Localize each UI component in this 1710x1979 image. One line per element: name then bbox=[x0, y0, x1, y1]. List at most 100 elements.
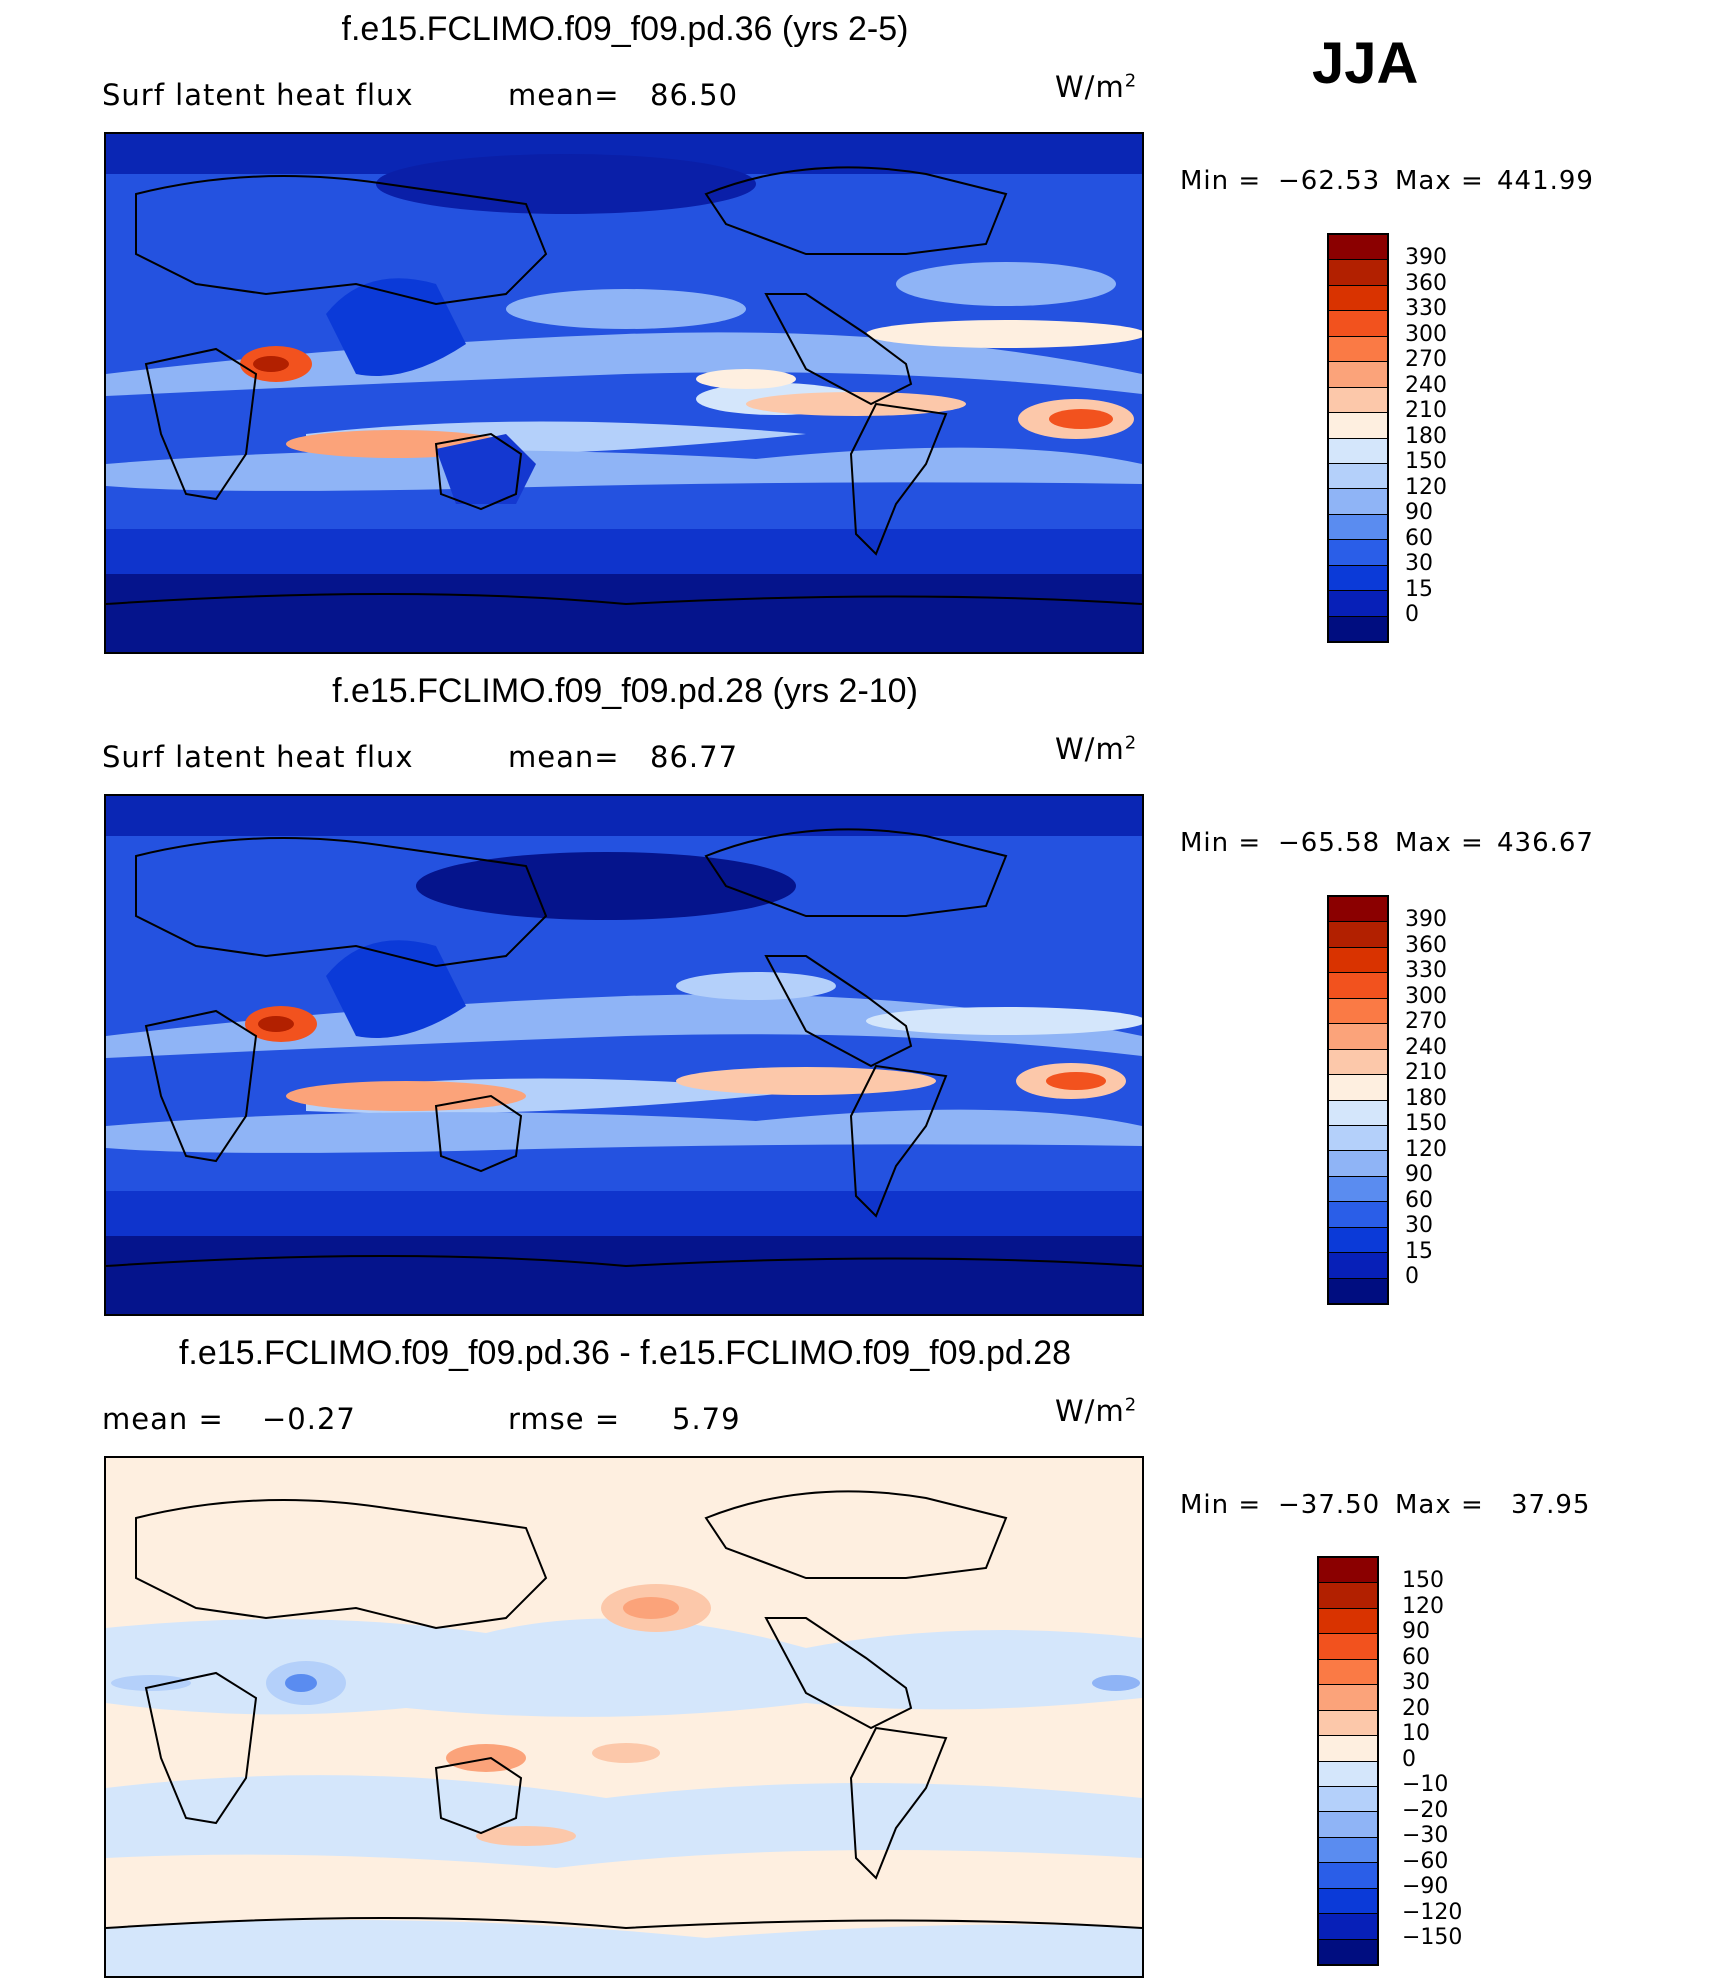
colorbar-swatch bbox=[1319, 1913, 1377, 1939]
panel-1-max-label: Max = bbox=[1395, 166, 1484, 196]
colorbar-swatch bbox=[1329, 1201, 1387, 1227]
colorbar-level-label: 150 bbox=[1402, 1568, 1444, 1593]
panel-2-colorbar bbox=[1327, 895, 1389, 1305]
panel-3-min-label: Min = bbox=[1180, 1490, 1262, 1520]
colorbar-level-label: 330 bbox=[1405, 958, 1447, 983]
panel-3-mean-value: −0.27 bbox=[262, 1402, 356, 1436]
colorbar-swatch bbox=[1319, 1887, 1377, 1914]
colorbar-swatch bbox=[1319, 1558, 1377, 1583]
colorbar-swatch bbox=[1319, 1582, 1377, 1608]
colorbar-level-label: 150 bbox=[1405, 449, 1447, 474]
panel-3-units: W/m2 bbox=[1055, 1394, 1138, 1428]
season-label: JJA bbox=[1312, 31, 1419, 96]
panel-2-colorbar-labels: 390 360 330 300 270 240 210 180 150 120 90 60 30 15 0 bbox=[1405, 909, 1485, 1289]
panel-2-variable-label: Surf latent heat flux bbox=[102, 740, 414, 774]
panel-2-title: f.e15.FCLIMO.f09_f09.pd.28 (yrs 2-10) bbox=[332, 672, 918, 710]
colorbar-swatch bbox=[1329, 1023, 1387, 1049]
colorbar-swatch bbox=[1329, 1226, 1387, 1253]
colorbar-level-label: −30 bbox=[1402, 1823, 1449, 1848]
colorbar-level-label: 0 bbox=[1405, 1264, 1419, 1289]
colorbar-level-label: 0 bbox=[1405, 602, 1419, 627]
colorbar-level-label: 120 bbox=[1405, 474, 1447, 500]
colorbar-swatch bbox=[1319, 1633, 1377, 1659]
colorbar-level-label: −60 bbox=[1402, 1848, 1449, 1874]
panel-1-map bbox=[104, 132, 1144, 654]
panel-3-rmse-label: rmse = bbox=[508, 1402, 621, 1436]
colorbar-swatch bbox=[1329, 1150, 1387, 1176]
colorbar-swatch bbox=[1329, 488, 1387, 514]
colorbar-level-label: 180 bbox=[1405, 1085, 1447, 1111]
panel-2-mean-value: 86.77 bbox=[650, 740, 739, 774]
panel-3-colorbar bbox=[1317, 1556, 1379, 1966]
colorbar-level-label: −90 bbox=[1402, 1874, 1449, 1899]
colorbar-swatch bbox=[1319, 1811, 1377, 1837]
panel-3-colorbar-labels: 150 120 90 60 30 20 10 0 −10 −20 −30 −60 −90 −120 −150 bbox=[1402, 1570, 1482, 1950]
panel-1-min-value: −62.53 bbox=[1278, 166, 1381, 196]
panel-3-max-label: Max = bbox=[1395, 1490, 1484, 1520]
panel-2-max-label: Max = bbox=[1395, 828, 1484, 858]
colorbar-level-label: 390 bbox=[1405, 245, 1447, 270]
colorbar-level-label: 60 bbox=[1405, 1187, 1433, 1213]
colorbar-swatch bbox=[1329, 235, 1387, 260]
colorbar-swatch bbox=[1319, 1836, 1377, 1863]
colorbar-level-label: 120 bbox=[1402, 1593, 1444, 1619]
colorbar-level-label: 300 bbox=[1405, 983, 1447, 1009]
colorbar-level-label: 270 bbox=[1405, 1009, 1447, 1034]
panel-2-max-value: 436.67 bbox=[1497, 828, 1594, 858]
panel-2-min-label: Min = bbox=[1180, 828, 1262, 858]
panel-3-min-value: −37.50 bbox=[1278, 1490, 1381, 1520]
colorbar-swatch bbox=[1329, 539, 1387, 565]
colorbar-level-label: 60 bbox=[1405, 525, 1433, 551]
colorbar-swatch bbox=[1329, 921, 1387, 947]
panel-1-colorbar-labels: 390 360 330 300 270 240 210 180 150 120 90 60 30 15 0 bbox=[1405, 247, 1485, 627]
colorbar-level-label: 300 bbox=[1405, 321, 1447, 347]
colorbar-swatch bbox=[1329, 462, 1387, 489]
colorbar-level-label: 30 bbox=[1405, 1213, 1433, 1238]
panel-1-min-label: Min = bbox=[1180, 166, 1262, 196]
panel-2-mean-label: mean= bbox=[508, 740, 620, 774]
colorbar-level-label: 240 bbox=[1405, 1034, 1447, 1060]
colorbar-level-label: 360 bbox=[1405, 932, 1447, 958]
colorbar-level-label: 240 bbox=[1405, 372, 1447, 398]
colorbar-swatch bbox=[1329, 564, 1387, 591]
colorbar-swatch bbox=[1329, 1099, 1387, 1125]
colorbar-level-label: 210 bbox=[1405, 398, 1447, 423]
panel-2-map bbox=[104, 794, 1144, 1316]
colorbar-swatch bbox=[1319, 1607, 1377, 1634]
colorbar-swatch bbox=[1329, 1124, 1387, 1151]
colorbar-swatch bbox=[1329, 412, 1387, 438]
colorbar-level-label: 30 bbox=[1402, 1670, 1430, 1695]
colorbar-swatch bbox=[1329, 590, 1387, 616]
colorbar-swatch bbox=[1329, 1048, 1387, 1075]
colorbar-swatch bbox=[1329, 1252, 1387, 1278]
colorbar-swatch bbox=[1319, 1785, 1377, 1812]
colorbar-swatch bbox=[1319, 1658, 1377, 1685]
colorbar-level-label: 180 bbox=[1405, 423, 1447, 449]
colorbar-swatch bbox=[1329, 946, 1387, 973]
colorbar-swatch bbox=[1319, 1938, 1377, 1964]
colorbar-swatch bbox=[1329, 361, 1387, 387]
panel-2-min-value: −65.58 bbox=[1278, 828, 1381, 858]
colorbar-level-label: 150 bbox=[1405, 1111, 1447, 1136]
panel-1-units: W/m2 bbox=[1055, 70, 1138, 104]
colorbar-swatch bbox=[1329, 1074, 1387, 1100]
colorbar-level-label: 120 bbox=[1405, 1136, 1447, 1162]
panel-3-map bbox=[104, 1456, 1144, 1978]
colorbar-swatch bbox=[1329, 259, 1387, 285]
colorbar-swatch bbox=[1319, 1862, 1377, 1888]
colorbar-level-label: 15 bbox=[1405, 576, 1433, 602]
colorbar-level-label: 360 bbox=[1405, 270, 1447, 296]
colorbar-level-label: 270 bbox=[1405, 347, 1447, 372]
panel-1-variable-label: Surf latent heat flux bbox=[102, 78, 414, 112]
colorbar-swatch bbox=[1329, 615, 1387, 641]
colorbar-swatch bbox=[1329, 386, 1387, 413]
panel-1-mean-label: mean= bbox=[508, 78, 620, 112]
colorbar-swatch bbox=[1319, 1760, 1377, 1786]
colorbar-swatch bbox=[1329, 1277, 1387, 1303]
panel-3-title: f.e15.FCLIMO.f09_f09.pd.36 - f.e15.FCLIM… bbox=[178, 1334, 1072, 1372]
colorbar-level-label: 210 bbox=[1405, 1060, 1447, 1085]
colorbar-level-label: −150 bbox=[1402, 1925, 1463, 1950]
panel-2-units: W/m2 bbox=[1055, 732, 1138, 766]
colorbar-swatch bbox=[1329, 897, 1387, 922]
panel-3-rmse-value: 5.79 bbox=[672, 1402, 741, 1436]
